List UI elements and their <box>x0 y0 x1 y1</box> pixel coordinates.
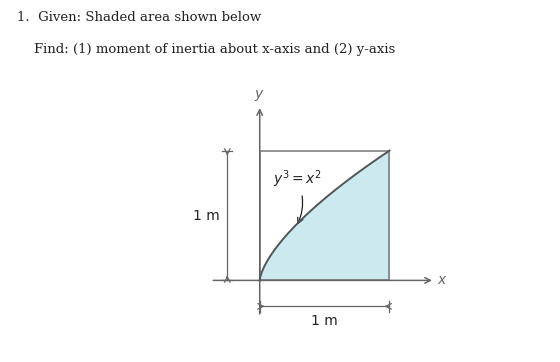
Text: 1 m: 1 m <box>193 209 220 223</box>
Text: $y$: $y$ <box>254 88 265 103</box>
Text: 1.  Given: Shaded area shown below: 1. Given: Shaded area shown below <box>17 11 261 24</box>
Text: $x$: $x$ <box>437 273 448 287</box>
Text: Find: (1) moment of inertia about x-axis and (2) y-axis: Find: (1) moment of inertia about x-axis… <box>17 43 395 56</box>
Text: $y^3 = x^2$: $y^3 = x^2$ <box>273 169 321 223</box>
Text: 1 m: 1 m <box>311 314 338 328</box>
Polygon shape <box>260 151 389 281</box>
